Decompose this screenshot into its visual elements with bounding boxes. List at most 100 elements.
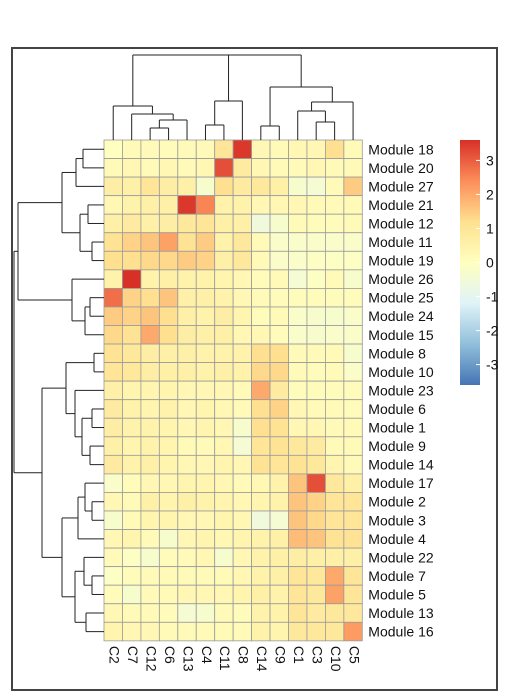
heatmap-cell — [288, 306, 308, 326]
heatmap-cell — [103, 269, 123, 289]
heatmap-cell — [214, 343, 234, 363]
heatmap-cell — [214, 417, 234, 438]
heatmap-cell — [177, 176, 197, 197]
heatmap-cell — [103, 380, 123, 401]
heatmap-cell — [343, 603, 363, 623]
heatmap-cell — [343, 250, 363, 271]
heatmap-cell — [288, 195, 308, 215]
heatmap-cell — [122, 621, 142, 642]
heatmap-cell — [140, 158, 160, 178]
heatmap-cell — [288, 176, 308, 197]
heatmap-cell — [195, 139, 216, 159]
color-legend-label: -3 — [486, 357, 499, 373]
heatmap-cell — [214, 362, 234, 382]
heatmap-cell — [251, 603, 271, 623]
heatmap-cell — [122, 510, 142, 530]
heatmap-cell — [103, 529, 123, 549]
row-label: Module 27 — [368, 178, 434, 194]
heatmap-cell — [251, 436, 271, 456]
heatmap-cell — [232, 232, 252, 252]
heatmap-cell — [140, 250, 160, 271]
heatmap-cell — [306, 139, 326, 159]
heatmap-cell — [122, 566, 142, 586]
heatmap-cell — [232, 454, 252, 475]
heatmap-cell — [324, 176, 345, 197]
heatmap-cell — [140, 436, 160, 456]
heatmap-cell — [343, 529, 363, 549]
heatmap-cell — [306, 250, 326, 271]
heatmap-cell — [269, 603, 289, 623]
heatmap-cell — [251, 306, 271, 326]
heatmap-cell — [306, 232, 326, 252]
heatmap-cell — [288, 547, 308, 568]
heatmap-cell — [343, 362, 363, 382]
heatmap-cell — [177, 232, 197, 252]
heatmap-cell — [122, 584, 142, 605]
heatmap-cell — [214, 213, 234, 234]
heatmap-cell — [269, 306, 289, 326]
heatmap-cell — [288, 454, 308, 475]
heatmap-cell — [232, 343, 252, 363]
heatmap-cell — [269, 269, 289, 289]
heatmap-cell — [232, 603, 252, 623]
heatmap-cell — [214, 492, 234, 512]
heatmap-cell — [288, 213, 308, 234]
heatmap-cell — [343, 454, 363, 475]
row-label: Module 16 — [368, 624, 434, 640]
heatmap-cell — [343, 195, 363, 215]
heatmap-cell — [232, 213, 252, 234]
heatmap-cell — [214, 306, 234, 326]
heatmap-cell — [158, 584, 179, 605]
row-label: Module 9 — [368, 438, 426, 454]
heatmap-cell — [306, 510, 326, 530]
heatmap-cell — [343, 547, 363, 568]
heatmap-cell — [158, 250, 179, 271]
heatmap-cell — [177, 417, 197, 438]
heatmap-cell — [177, 287, 197, 308]
heatmap-cell — [103, 250, 123, 271]
heatmap-cell — [343, 306, 363, 326]
heatmap-cell — [251, 269, 271, 289]
heatmap-cell — [214, 454, 234, 475]
heatmap-cell — [195, 158, 216, 178]
heatmap-cell — [140, 473, 160, 493]
heatmap-cell — [214, 250, 234, 271]
heatmap-cell — [251, 399, 271, 419]
heatmap-cell — [324, 584, 345, 605]
row-label: Module 19 — [368, 253, 434, 269]
heatmap-cell — [324, 158, 345, 178]
column-label: C6 — [162, 646, 178, 664]
heatmap-cell — [122, 547, 142, 568]
heatmap-cell — [195, 325, 216, 345]
color-legend-label: 3 — [486, 152, 494, 168]
heatmap-cell — [195, 417, 216, 438]
heatmap-cell — [324, 287, 345, 308]
heatmap-cell — [195, 584, 216, 605]
heatmap-cell — [251, 510, 271, 530]
column-label: C3 — [309, 646, 325, 664]
heatmap-cell — [103, 547, 123, 568]
heatmap-cell — [158, 287, 179, 308]
heatmap-cell — [251, 584, 271, 605]
heatmap-cell — [195, 436, 216, 456]
heatmap-cell — [288, 621, 308, 642]
heatmap-cell — [158, 325, 179, 345]
heatmap-cell — [288, 529, 308, 549]
color-legend-label: 1 — [486, 220, 494, 236]
heatmap-cell — [140, 325, 160, 345]
heatmap-cell — [122, 436, 142, 456]
heatmap-cell — [251, 343, 271, 363]
heatmap-cell — [324, 603, 345, 623]
heatmap-cell — [306, 158, 326, 178]
heatmap-cell — [103, 232, 123, 252]
heatmap-cell — [306, 287, 326, 308]
heatmap-cell — [269, 139, 289, 159]
heatmap-cell — [269, 158, 289, 178]
heatmap-cell — [269, 362, 289, 382]
heatmap-cell — [251, 139, 271, 159]
heatmap-cell — [214, 510, 234, 530]
heatmap-cell — [343, 325, 363, 345]
heatmap-cell — [269, 213, 289, 234]
heatmap-cell — [324, 306, 345, 326]
heatmap-cell — [103, 362, 123, 382]
